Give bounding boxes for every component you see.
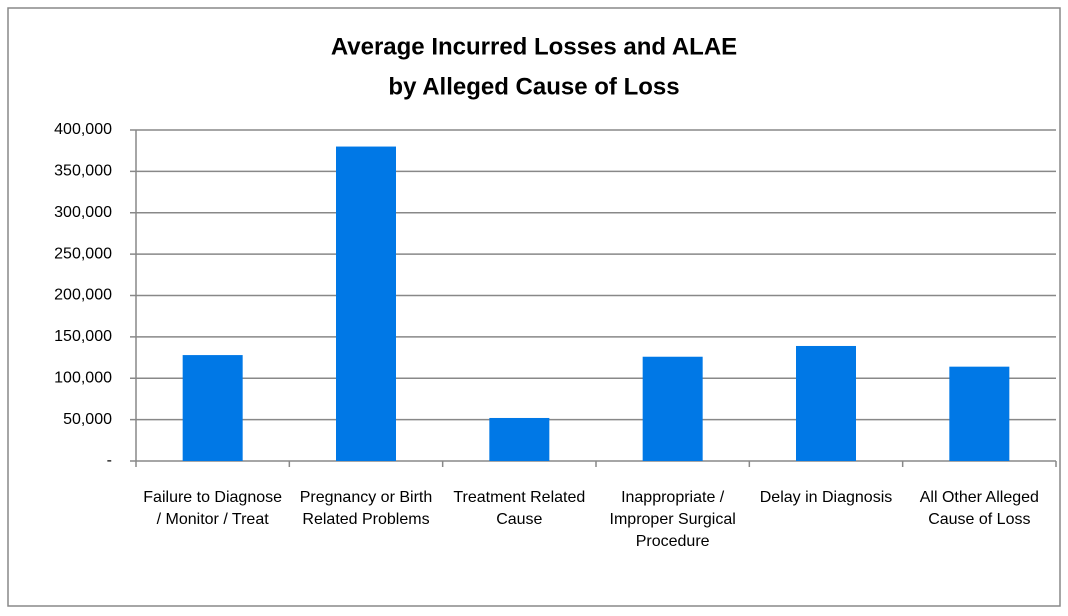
y-tick-label: 100,000 bbox=[54, 369, 112, 386]
x-tick-label: Treatment Related Cause bbox=[453, 489, 586, 528]
y-tick-label: 400,000 bbox=[54, 121, 112, 138]
y-tick-label: 50,000 bbox=[63, 411, 112, 428]
chart-title: Average Incurred Losses and ALAE bbox=[331, 33, 737, 60]
bar bbox=[796, 345, 856, 461]
x-tick-label: All Other Alleged Cause of Loss bbox=[919, 489, 1039, 528]
y-tick-label: 350,000 bbox=[54, 163, 112, 180]
x-tick-label: Inappropriate / Improper Surgical Proced… bbox=[609, 489, 736, 550]
x-tick-label: Delay in Diagnosis bbox=[759, 489, 893, 506]
bar bbox=[182, 355, 243, 461]
chart-title: by Alleged Cause of Loss bbox=[388, 73, 679, 100]
y-tick-label: 150,000 bbox=[54, 328, 112, 345]
bar bbox=[949, 366, 1010, 461]
y-tick-label: 250,000 bbox=[54, 245, 112, 262]
y-tick-label: 200,000 bbox=[54, 287, 112, 304]
chart-frame bbox=[7, 7, 1061, 607]
bar bbox=[642, 356, 703, 461]
bar bbox=[336, 146, 396, 462]
bar bbox=[489, 417, 550, 461]
x-tick-label: Failure to Diagnose / Monitor / Treat bbox=[143, 489, 283, 528]
x-tick-label: Pregnancy or Birth Related Problems bbox=[299, 489, 433, 528]
y-tick-label: - bbox=[107, 452, 112, 469]
y-tick-label: 300,000 bbox=[54, 204, 112, 221]
